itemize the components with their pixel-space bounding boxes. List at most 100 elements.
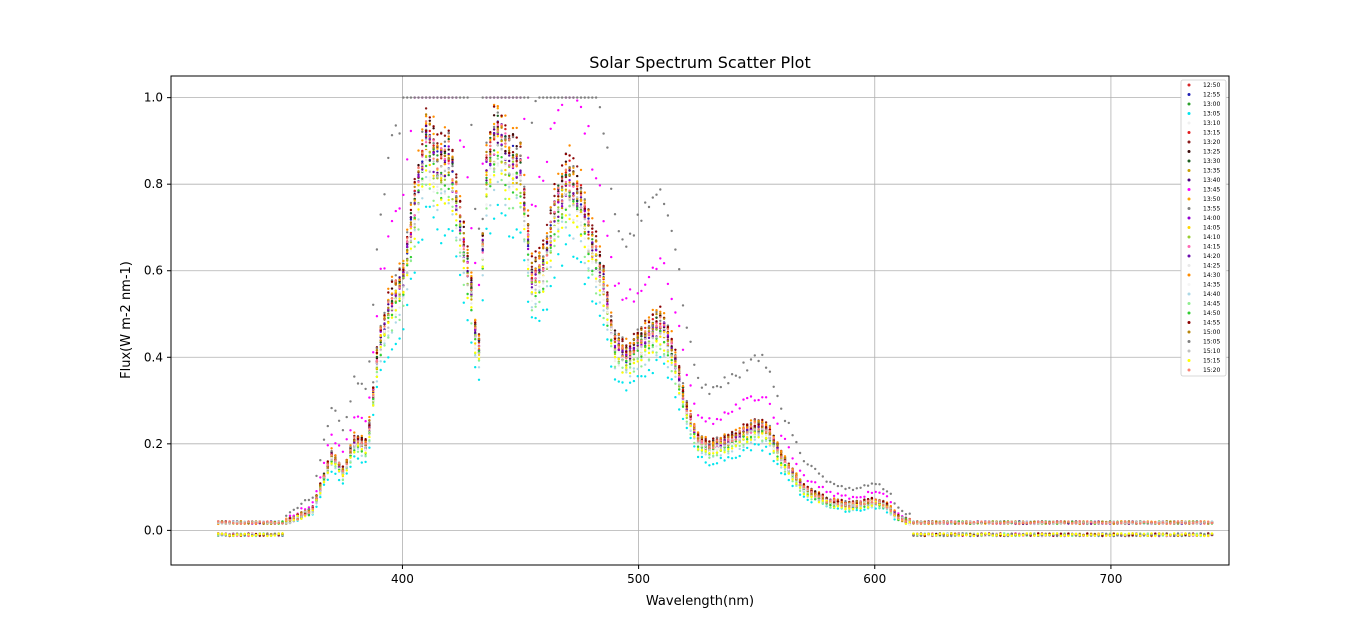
data-point: [466, 257, 469, 260]
data-point: [387, 356, 390, 359]
data-point: [496, 164, 499, 167]
data-point: [545, 160, 549, 164]
data-point: [322, 461, 326, 465]
data-point: [625, 344, 628, 347]
data-point: [791, 457, 794, 460]
data-point: [447, 137, 450, 141]
data-point: [424, 133, 428, 136]
data-point: [470, 274, 473, 278]
data-point: [598, 271, 602, 274]
data-point: [549, 127, 552, 130]
data-point: [644, 342, 647, 345]
data-point: [636, 292, 639, 295]
data-point: [489, 178, 492, 181]
data-point: [651, 324, 654, 328]
data-point: [413, 226, 416, 229]
data-point: [500, 152, 503, 155]
data-point: [455, 201, 458, 205]
data-point: [424, 122, 428, 125]
data-point: [851, 495, 855, 499]
data-point: [417, 173, 420, 176]
data-point: [489, 136, 492, 140]
data-point: [621, 298, 624, 301]
data-point: [715, 462, 719, 465]
data-point: [746, 446, 749, 450]
data-point: [636, 375, 639, 378]
data-point: [421, 155, 424, 158]
data-point: [530, 265, 534, 268]
data-point: [451, 162, 454, 165]
data-point: [398, 306, 401, 309]
data-point: [462, 225, 465, 229]
data-point: [832, 494, 836, 498]
data-point: [606, 302, 609, 305]
data-point: [564, 188, 568, 191]
data-point: [519, 161, 522, 164]
data-point: [455, 255, 458, 258]
data-point: [462, 240, 465, 243]
data-point: [798, 469, 802, 472]
data-point: [485, 158, 488, 161]
data-point: [417, 163, 420, 167]
data-point: [806, 479, 809, 483]
data-point: [780, 472, 783, 475]
data-point: [564, 175, 568, 179]
data-point: [523, 196, 526, 199]
data-point: [579, 260, 583, 264]
data-point: [579, 187, 583, 190]
data-point: [496, 114, 499, 118]
data-point: [485, 227, 488, 230]
data-point: [783, 437, 787, 441]
data-point: [591, 300, 594, 303]
data-point: [496, 125, 499, 129]
data-point: [696, 455, 700, 459]
data-point: [598, 267, 602, 270]
data-point: [474, 342, 477, 345]
data-point: [644, 319, 647, 322]
data-point: [477, 283, 481, 287]
data-point: [443, 178, 447, 181]
data-point: [417, 180, 420, 184]
data-point: [356, 457, 360, 460]
data-point: [545, 235, 549, 238]
data-point: [474, 318, 477, 321]
data-point: [379, 267, 382, 270]
data-point: [874, 507, 877, 510]
data-point: [526, 214, 530, 217]
data-point: [594, 249, 598, 252]
data-point: [530, 203, 534, 206]
data-point: [360, 416, 363, 420]
data-point: [526, 229, 530, 233]
data-point: [440, 150, 443, 154]
data-point: [693, 402, 696, 405]
data-point: [625, 389, 628, 392]
data-point: [844, 499, 847, 503]
data-point: [470, 278, 473, 282]
data-point: [458, 139, 462, 142]
data-point: [515, 165, 518, 168]
data-point: [583, 282, 586, 286]
data-point: [560, 103, 564, 107]
data-point: [538, 175, 541, 179]
data-point: [360, 436, 363, 439]
data-point: [424, 155, 428, 159]
data-point: [326, 478, 329, 481]
data-point: [681, 393, 685, 396]
data-point: [526, 238, 530, 241]
data-point: [511, 133, 515, 136]
data-point: [519, 231, 522, 234]
data-point: [594, 270, 598, 273]
data-point: [372, 351, 375, 354]
data-point: [659, 322, 662, 325]
data-point: [341, 482, 345, 485]
data-point: [440, 179, 443, 182]
data-point: [719, 456, 722, 460]
data-point: [504, 152, 507, 155]
data-point: [549, 212, 552, 215]
data-point: [666, 331, 670, 335]
data-point: [579, 199, 583, 202]
data-point: [780, 434, 783, 437]
data-point: [704, 461, 707, 464]
data-point: [795, 462, 798, 466]
